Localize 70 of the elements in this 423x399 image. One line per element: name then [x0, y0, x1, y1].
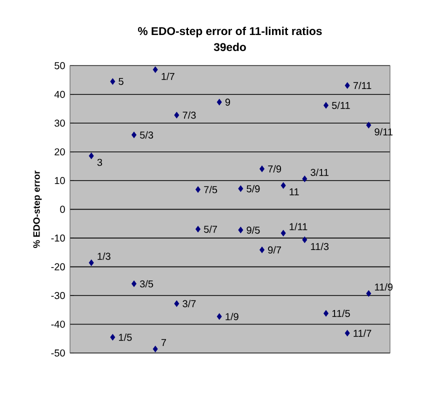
point [152, 66, 158, 73]
point [88, 152, 94, 160]
annotation: 1/11 [290, 222, 308, 230]
annotation: 3 [97, 158, 102, 166]
annotation: 3/11 [310, 168, 329, 176]
y-tick-label: -50 [51, 349, 65, 357]
point [110, 334, 116, 340]
annotation: 11/9 [375, 283, 393, 291]
chart-title: % EDO-step error of 11-limit ratios [138, 26, 322, 38]
point [302, 176, 308, 182]
annotation: 9/11 [374, 128, 393, 136]
annotation: 7/3 [182, 111, 196, 119]
annotation: 5/9 [246, 184, 260, 192]
annotation: 1/7 [162, 72, 174, 80]
point [88, 260, 94, 266]
y-tick-label: -20 [51, 263, 65, 270]
annotation: 7/11 [353, 82, 372, 90]
y-axis-title: % EDO-step error [33, 170, 42, 248]
annotation: 7 [161, 339, 166, 346]
annotation: 9/7 [268, 246, 282, 254]
point [110, 78, 116, 85]
y-tick-label: 0 [60, 206, 65, 213]
annotation: 1/9 [226, 312, 238, 320]
point [324, 310, 328, 317]
point [344, 82, 350, 89]
y-tick-label: -40 [51, 320, 65, 328]
annotation: 5/3 [140, 131, 154, 139]
point [260, 246, 264, 254]
annotation: 9/5 [246, 226, 260, 234]
point [302, 236, 308, 243]
y-tick-label: -30 [51, 292, 65, 300]
point [366, 122, 372, 128]
point [260, 166, 264, 172]
point [216, 313, 222, 320]
annotation: 5 [118, 78, 124, 85]
point [324, 102, 328, 109]
point [196, 186, 200, 193]
point [280, 182, 286, 189]
point [344, 330, 350, 336]
y-tick-label: 40 [54, 90, 65, 98]
annotation: 3/5 [140, 280, 154, 288]
y-tick-label: 10 [54, 177, 65, 184]
y-tick-label: 20 [54, 148, 65, 156]
annotation: 7/5 [204, 186, 218, 194]
point [132, 132, 136, 138]
annotation: 7/9 [268, 165, 282, 172]
annotation: 11/7 [354, 330, 372, 337]
annotation: 5/11 [332, 102, 350, 109]
annotation: 9 [225, 98, 230, 106]
y-tick-label: -10 [51, 234, 65, 242]
annotation: 11/3 [311, 242, 329, 250]
y-tick-label: 50 [54, 62, 65, 70]
point [216, 98, 222, 106]
point [238, 185, 244, 192]
y-tick-label: 30 [54, 120, 65, 127]
point [174, 112, 180, 118]
point [174, 300, 180, 307]
point [366, 290, 372, 297]
annotation: 1/3 [98, 252, 110, 260]
point [280, 230, 286, 236]
chart-subtitle: 39edo [214, 42, 246, 52]
annotation: 1/5 [119, 334, 132, 341]
point [152, 346, 158, 352]
point [196, 226, 200, 232]
point [132, 280, 136, 287]
annotation: 5/7 [204, 225, 218, 233]
annotation: 3/7 [182, 300, 196, 308]
point [238, 226, 244, 234]
annotation: 11/5 [332, 310, 350, 318]
annotation: 11 [290, 188, 299, 196]
